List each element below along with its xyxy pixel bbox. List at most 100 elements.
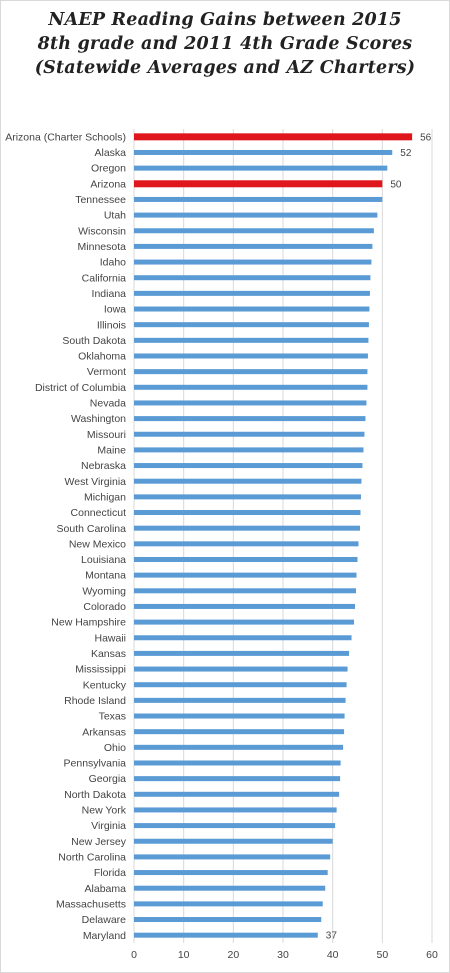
bar	[134, 133, 413, 141]
category-label: Connecticut	[71, 507, 127, 519]
x-tick-label: 0	[131, 949, 137, 961]
bar	[134, 416, 366, 422]
data-label: 52	[400, 148, 412, 159]
category-label: Kentucky	[83, 679, 127, 691]
category-label: Ohio	[104, 742, 126, 754]
bar	[134, 901, 323, 907]
bar	[134, 478, 362, 484]
category-label: Florida	[94, 867, 126, 879]
bar	[134, 275, 371, 281]
category-label: Massachusetts	[56, 898, 126, 910]
category-label: Louisiana	[81, 554, 126, 566]
category-label: Kansas	[91, 648, 126, 660]
category-label: Pennsylvania	[64, 758, 127, 770]
bar	[134, 776, 341, 782]
bars	[134, 133, 413, 938]
chart-title: NAEP Reading Gains between 2015 8th grad…	[0, 8, 450, 80]
x-tick-label: 20	[227, 949, 239, 961]
category-label: Oklahoma	[78, 351, 126, 363]
data-label: 50	[390, 179, 402, 190]
category-label: Arizona	[90, 178, 126, 190]
bar	[134, 259, 372, 265]
bar	[134, 666, 348, 672]
bar	[134, 400, 367, 406]
data-label: 37	[326, 931, 338, 942]
category-label: Texas	[99, 711, 126, 723]
category-label: Colorado	[83, 601, 126, 613]
category-label: West Virginia	[65, 476, 127, 488]
bar	[134, 447, 364, 453]
category-label: New York	[82, 805, 127, 817]
bar	[134, 932, 318, 938]
bar	[134, 353, 368, 359]
bar	[134, 697, 346, 703]
bar	[134, 525, 360, 531]
bar	[134, 713, 345, 719]
category-label: Georgia	[89, 773, 127, 785]
bar	[134, 180, 383, 188]
bar	[134, 494, 361, 500]
category-label: Washington	[71, 413, 126, 425]
category-label: Wisconsin	[78, 225, 126, 237]
bar	[134, 243, 373, 249]
bar	[134, 212, 378, 218]
category-label: Alabama	[85, 883, 127, 895]
bar	[134, 760, 341, 766]
category-label: Wyoming	[82, 585, 126, 597]
bar	[134, 854, 331, 860]
bar	[134, 885, 326, 891]
category-label: Vermont	[87, 366, 126, 378]
category-label: Minnesota	[78, 241, 127, 253]
data-labels: 56 52 50 37	[326, 132, 432, 941]
category-label: North Carolina	[58, 852, 126, 864]
bar	[134, 572, 357, 578]
bar	[134, 650, 350, 656]
category-label: Oregon	[91, 163, 126, 175]
category-label: Maine	[97, 445, 126, 457]
x-tick-label: 50	[376, 949, 388, 961]
bar	[134, 463, 363, 469]
category-label: District of Columbia	[35, 382, 126, 394]
category-label: Alaska	[94, 147, 126, 159]
x-tick-label: 30	[277, 949, 289, 961]
bar	[134, 682, 347, 688]
bar	[134, 729, 345, 735]
category-label: Illinois	[97, 319, 126, 331]
category-label: Rhode Island	[64, 695, 126, 707]
bar	[134, 431, 365, 437]
x-axis-ticks: 0 10 20 30 40 50 60	[131, 949, 438, 961]
bar	[134, 322, 369, 328]
category-label: Delaware	[82, 914, 127, 926]
bar	[134, 588, 357, 594]
bar	[134, 369, 368, 375]
category-labels: Arizona (Charter Schools) Alaska Oregon Ari…	[5, 131, 127, 941]
category-label: New Hampshire	[51, 617, 126, 629]
category-label: Mississippi	[75, 664, 126, 676]
bar	[134, 196, 383, 202]
category-label: Nevada	[90, 398, 126, 410]
category-label: Hawaii	[94, 632, 126, 644]
bar	[134, 337, 369, 343]
category-label: Arkansas	[82, 726, 126, 738]
bar	[134, 228, 374, 234]
bar	[134, 165, 388, 171]
category-label: Indiana	[92, 288, 127, 300]
bar	[134, 823, 336, 829]
bar	[134, 384, 368, 390]
category-label: Tennessee	[75, 194, 126, 206]
bar	[134, 870, 328, 876]
category-label: Maryland	[83, 930, 126, 942]
bar	[134, 603, 356, 609]
category-label: Iowa	[104, 304, 126, 316]
category-label: Virginia	[91, 820, 126, 832]
bar	[134, 635, 352, 641]
category-label: South Carolina	[57, 523, 127, 535]
category-label: Utah	[104, 210, 126, 222]
category-label: Idaho	[100, 257, 126, 269]
bar	[134, 619, 355, 625]
x-tick-label: 60	[426, 949, 438, 961]
gridlines	[133, 129, 433, 943]
bar	[134, 807, 337, 813]
bar	[134, 290, 370, 296]
